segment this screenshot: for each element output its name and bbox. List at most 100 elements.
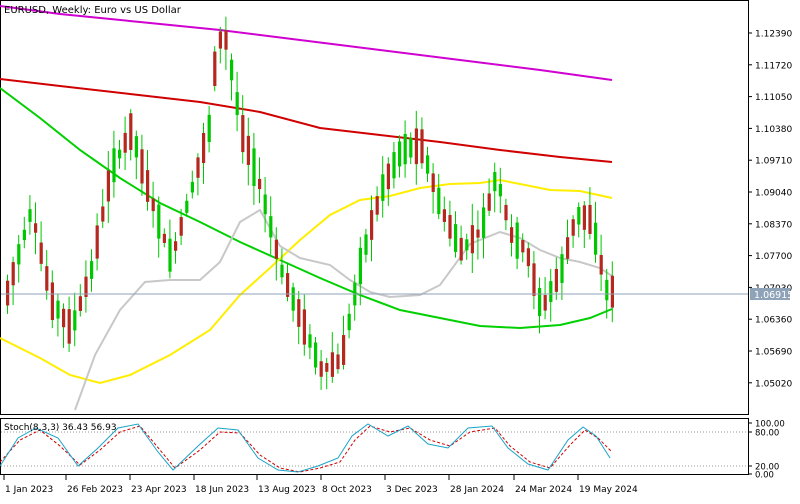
candle-body xyxy=(498,184,502,197)
candle-body xyxy=(398,141,402,167)
current-price-tag xyxy=(750,288,790,300)
price-tick-label: 1.12390 xyxy=(755,30,792,40)
candle-body xyxy=(325,362,329,372)
candle-body xyxy=(291,287,295,311)
candle-body xyxy=(62,308,66,328)
candle-body xyxy=(56,300,60,319)
candle-body xyxy=(515,222,519,259)
candle-body xyxy=(560,254,564,283)
candle-body xyxy=(459,237,463,261)
time-tick-label: 23 Apr 2023 xyxy=(131,485,187,495)
candle-body xyxy=(314,342,318,368)
stoch-level-label: 100.00 xyxy=(755,420,785,430)
candlestick-series xyxy=(6,16,614,390)
candle-body xyxy=(112,148,116,183)
candle-body xyxy=(521,240,525,253)
candle-body xyxy=(6,280,10,306)
price-tick-label: 1.11050 xyxy=(755,93,792,103)
candle-body xyxy=(258,178,262,190)
candle-body xyxy=(241,115,245,153)
stoch-level-label: 80.00 xyxy=(755,429,779,439)
candle-body xyxy=(106,170,110,202)
candle-body xyxy=(34,223,38,233)
ma100-line xyxy=(0,78,613,163)
candle-body xyxy=(566,237,570,259)
candle-body xyxy=(420,129,424,164)
candle-body xyxy=(224,30,228,50)
candle-body xyxy=(342,335,346,365)
candle-body xyxy=(280,264,284,278)
candle-body xyxy=(577,206,581,225)
candle-body xyxy=(185,200,189,213)
price-tick-label: 1.08370 xyxy=(755,220,792,230)
candle-body xyxy=(465,239,469,251)
candle-body xyxy=(174,241,178,251)
candle-body xyxy=(73,310,77,331)
candle-body xyxy=(84,276,88,297)
candle-body xyxy=(358,247,362,285)
candle-body xyxy=(504,204,508,221)
candle-body xyxy=(140,149,144,184)
candle-body xyxy=(414,128,418,165)
price-tick-label: 1.05690 xyxy=(755,348,792,358)
time-axis: 1 Jan 2023 26 Feb 2023 23 Apr 2023 18 Jun 2… xyxy=(3,475,638,495)
candle-body xyxy=(510,227,514,243)
time-tick-label: 3 Dec 2023 xyxy=(386,485,438,495)
time-tick-label: 24 Mar 2024 xyxy=(515,485,572,495)
time-tick-label: 26 Feb 2023 xyxy=(67,485,123,495)
candle-body xyxy=(549,281,553,303)
price-tick-label: 1.09710 xyxy=(755,157,792,167)
price-tick-label: 1.11720 xyxy=(755,61,792,71)
ma10-line xyxy=(74,208,613,411)
candle-body xyxy=(95,225,99,259)
time-tick-label: 18 Jun 2023 xyxy=(195,485,249,495)
price-tick-label: 1.07700 xyxy=(755,252,792,262)
candle-body xyxy=(252,148,256,187)
candle-body xyxy=(11,262,15,286)
candle-body xyxy=(179,217,183,236)
time-tick-label: 28 Jan 2024 xyxy=(450,485,504,495)
candle-body xyxy=(190,181,194,193)
candle-body xyxy=(297,299,301,327)
candle-body xyxy=(269,216,273,238)
candle-body xyxy=(17,244,21,265)
candle-body xyxy=(319,361,323,377)
candle-body xyxy=(386,163,390,190)
candle-body xyxy=(594,222,598,255)
stoch-title: Stoch(8,3,3) 36.43 56.93 xyxy=(4,423,117,433)
candle-body xyxy=(599,255,603,275)
stoch-level-label: 20.00 xyxy=(755,463,779,473)
candle-body xyxy=(286,273,290,297)
moving-averages xyxy=(0,5,613,411)
candle-body xyxy=(582,205,586,230)
time-tick-label: 19 May 2024 xyxy=(579,485,638,495)
candle-body xyxy=(454,224,458,252)
candle-body xyxy=(67,309,71,344)
time-tick-label: 8 Oct 2023 xyxy=(322,485,372,495)
candle-body xyxy=(370,210,374,240)
candle-body xyxy=(202,132,206,164)
candle-body xyxy=(431,173,435,192)
candle-body xyxy=(588,204,592,234)
candle-body xyxy=(118,149,122,159)
candle-body xyxy=(123,132,127,153)
candle-body xyxy=(308,334,312,348)
candle-body xyxy=(207,114,211,142)
candle-body xyxy=(263,194,267,215)
candle-body xyxy=(151,198,155,212)
candle-body xyxy=(605,279,609,301)
candle-body xyxy=(235,92,239,116)
candle-body xyxy=(168,238,172,272)
ma20-line xyxy=(0,178,613,385)
candle-body xyxy=(302,309,306,345)
candle-body xyxy=(330,352,334,377)
candle-body xyxy=(78,296,82,311)
price-tick-label: 1.09040 xyxy=(755,189,792,199)
candle-body xyxy=(134,136,138,158)
ma50-line xyxy=(0,87,613,330)
price-tick-label: 1.10380 xyxy=(755,125,792,135)
stoch-level-label: 0.00 xyxy=(755,471,774,481)
